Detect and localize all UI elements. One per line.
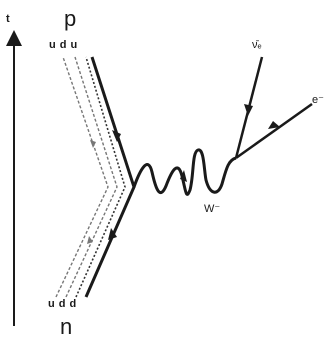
time-axis-label: t (6, 13, 10, 25)
antineutrino-label: ν̄ₑ (252, 39, 262, 51)
antineutrino-arrow (244, 104, 253, 116)
active-quark-arrow-upper (112, 130, 121, 142)
neutron-quarks: u d d (48, 298, 77, 310)
spectator-quark-line-outer (55, 56, 109, 298)
neutron-label: n (60, 314, 72, 339)
spectator-arrow-upper (90, 140, 96, 148)
proton-label: p (64, 6, 76, 31)
spectator-arrow-lower (87, 236, 93, 244)
electron-arrow (268, 121, 280, 129)
w-boson-arrow (180, 170, 187, 182)
w-boson-line (132, 148, 237, 196)
proton-quarks: u d u (49, 39, 78, 51)
spectator-quark-line-inner (65, 56, 118, 298)
active-quark-arrow-lower (108, 228, 117, 240)
electron-label: e⁻ (312, 94, 324, 106)
active-quark-line (84, 56, 136, 298)
w-boson-label: W⁻ (204, 203, 220, 215)
spectator-quark-line-dark (75, 56, 126, 298)
electron-line (235, 102, 313, 160)
